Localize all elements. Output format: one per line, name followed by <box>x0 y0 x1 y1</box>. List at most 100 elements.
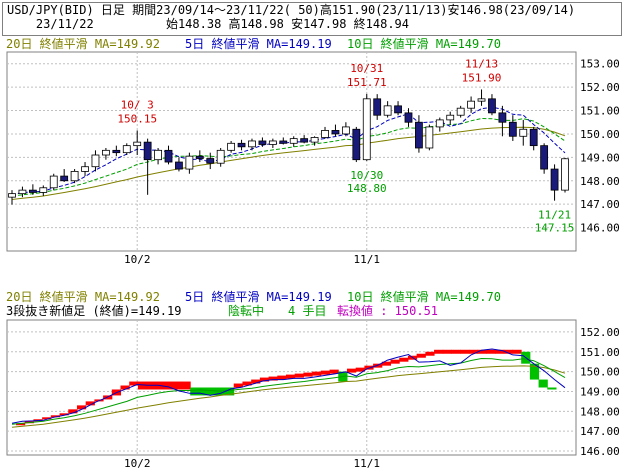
lower-y-tick-label: 148.00 <box>580 405 620 418</box>
annotation-value: 151.90 <box>462 71 502 84</box>
info-header: USD/JPY(BID) 日足 期間23/09/14～23/11/22( 50)… <box>2 2 622 36</box>
kagi-brick <box>42 417 52 420</box>
kagi-brick <box>303 372 313 377</box>
candle-body <box>352 128 361 161</box>
kagi-brick <box>286 374 296 379</box>
candle-body <box>195 155 204 159</box>
upper-y-tick-label: 153.00 <box>580 58 620 71</box>
candle-body <box>154 149 162 161</box>
upper-ma20-line <box>11 126 566 200</box>
upper-legend-ma10: 10日 終値平滑 MA=149.70 <box>347 37 501 51</box>
kagi-brick <box>416 353 426 358</box>
kagi-brick <box>503 349 513 354</box>
candle-body <box>185 155 194 170</box>
kagi-brick <box>399 357 409 362</box>
upper-y-tick-label: 149.00 <box>580 151 620 164</box>
upper-ma10-line <box>11 117 566 197</box>
candle-body <box>28 189 37 193</box>
kagi-brick <box>329 369 339 374</box>
candle-body <box>508 121 517 137</box>
lower-plot-frame <box>6 319 577 456</box>
lower-x-tick-label: 10/2 <box>124 457 151 470</box>
kagi-brick <box>198 387 209 396</box>
kagi-brick <box>242 381 252 386</box>
candle-body <box>425 126 434 149</box>
kagi-brick <box>120 385 130 390</box>
header-line-1: USD/JPY(BID) 日足 期間23/09/14～23/11/22( 50)… <box>7 3 576 17</box>
candle-body <box>102 149 110 156</box>
lower-y-tick-label: 150.00 <box>580 366 620 379</box>
candle-body <box>404 112 413 123</box>
candle-body <box>310 137 319 143</box>
candle-body <box>529 128 538 147</box>
header-line-2: 23/11/22 始148.38 高148.98 安147.98 終148.94 <box>7 17 410 31</box>
candle-body <box>18 189 27 195</box>
kagi-brick <box>529 363 540 380</box>
candle-body <box>394 105 402 114</box>
candle-body <box>467 100 475 109</box>
kagi-brick <box>468 349 479 354</box>
lower-x-tick-label: 11/1 <box>354 457 381 470</box>
candle-body <box>112 149 121 154</box>
kagi-brick <box>277 375 287 380</box>
kagi-brick <box>172 381 182 390</box>
candle-body <box>237 142 246 148</box>
lower-y-tick-label: 152.00 <box>580 326 620 339</box>
kagi-brick <box>129 381 139 386</box>
candle-body <box>456 107 465 116</box>
upper-legend-ma5: 5日 終値平滑 MA=149.19 <box>185 37 332 51</box>
kagi-brick <box>76 405 87 410</box>
annotation-date: 10/30 <box>350 169 383 182</box>
kagi-brick <box>460 349 470 354</box>
kagi-brick <box>16 423 26 426</box>
lower-legend-ma5: 5日 終値平滑 MA=149.19 <box>185 290 332 304</box>
kagi-brick <box>190 387 200 396</box>
kagi-brick <box>495 349 505 354</box>
upper-y-tick-label: 151.00 <box>580 105 620 118</box>
candle-body <box>477 98 486 102</box>
kagi-brick <box>312 371 322 376</box>
upper-y-tick-label: 150.00 <box>580 128 620 141</box>
candle-body <box>289 138 298 144</box>
kagi-brick <box>251 379 261 384</box>
kagi-brick <box>451 349 461 354</box>
candle-body <box>164 149 173 163</box>
annotation-value: 151.71 <box>347 76 387 89</box>
candle-body <box>248 140 256 148</box>
candle-body <box>300 138 309 143</box>
candle-body <box>206 158 215 164</box>
candle-body <box>8 193 16 198</box>
candle-body <box>341 126 350 135</box>
upper-x-tick-label: 10/2 <box>124 253 151 266</box>
candle-body <box>435 119 444 128</box>
kagi-brick <box>164 381 174 390</box>
candle-body <box>268 140 277 145</box>
lower-y-tick-label: 149.00 <box>580 385 620 398</box>
upper-y-tick-label: 147.00 <box>580 198 620 211</box>
candle-body <box>279 140 288 144</box>
lower-y-tick-label: 147.00 <box>580 425 620 438</box>
upper-legend-ma20: 20日 終値平滑 MA=149.92 <box>6 37 160 51</box>
candle-body <box>175 161 183 170</box>
candle-body <box>133 141 142 147</box>
upper-y-tick-label: 146.00 <box>580 222 620 235</box>
lower-y-tick-label: 146.00 <box>580 445 620 458</box>
candle-body <box>227 142 236 151</box>
kagi-brick <box>477 349 487 354</box>
kagi-state: 陰転中 <box>228 304 265 318</box>
candle-body <box>258 140 267 145</box>
kagi-brick <box>207 387 217 396</box>
lower-ma10-line <box>11 357 566 425</box>
kagi-brick <box>294 373 304 378</box>
kagi-brick <box>434 349 444 354</box>
candle-body <box>143 141 152 161</box>
kagi-brick <box>547 387 557 390</box>
kagi-brick <box>512 349 522 354</box>
lower-ma5-line <box>11 348 566 424</box>
annotation-date: 10/31 <box>350 62 383 75</box>
candle-body <box>216 149 225 164</box>
candle-body <box>91 154 100 168</box>
kagi-brick <box>425 351 435 356</box>
